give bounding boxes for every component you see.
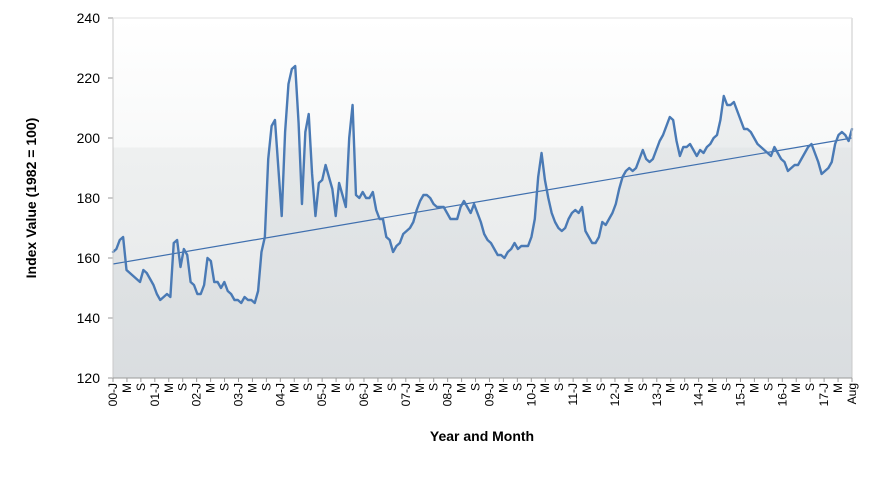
x-tick-label: S	[301, 383, 315, 391]
x-tick-label: M	[496, 383, 510, 393]
y-tick-label: 200	[77, 130, 101, 146]
x-tick-label: 07-J	[399, 383, 413, 406]
x-tick-label: S	[176, 383, 190, 391]
x-tick-label: M	[287, 383, 301, 393]
x-tick-label: 12-J	[608, 383, 622, 406]
x-tick-label: 00-J	[106, 383, 120, 406]
x-tick-label: S	[427, 383, 441, 391]
x-tick-label: M	[622, 383, 636, 393]
trend-line	[112, 137, 853, 265]
series-layer	[111, 64, 854, 378]
x-tick-label: M	[747, 383, 761, 393]
x-axis: 00-J M S 01-J M S 02-J M S 03-J M S 04-J M S 05-J M S 06-J…	[106, 378, 859, 406]
x-tick-label: M	[789, 383, 803, 393]
x-axis-label: Year and Month	[430, 428, 534, 444]
x-tick-label: S	[510, 383, 524, 391]
x-tick-label: 03-J	[231, 383, 245, 406]
x-tick-label: 17-J	[817, 383, 831, 406]
x-tick-label: 02-J	[190, 383, 204, 406]
x-tick-label: 14-J	[692, 383, 706, 406]
x-tick-label: S	[594, 383, 608, 391]
x-tick-label: M	[245, 383, 259, 393]
x-tick-label: M	[831, 383, 845, 393]
x-tick-label: Aug	[845, 383, 859, 404]
x-tick-label: 09-J	[482, 383, 496, 406]
x-tick-label: 11-J	[566, 383, 580, 405]
x-tick-label: 16-J	[775, 383, 789, 406]
x-tick-label: M	[413, 383, 427, 393]
x-tick-label: S	[343, 383, 357, 391]
x-tick-label: M	[664, 383, 678, 393]
x-tick-label: S	[761, 383, 775, 391]
x-tick-label: S	[678, 383, 692, 391]
x-tick-label: M	[204, 383, 218, 393]
y-tick-label: 120	[77, 370, 101, 386]
y-tick-label: 180	[77, 190, 101, 206]
x-tick-label: M	[162, 383, 176, 393]
x-tick-label: M	[329, 383, 343, 393]
x-tick-label: M	[580, 383, 594, 393]
x-tick-label: S	[720, 383, 734, 391]
y-tick-label: 240	[77, 10, 101, 26]
x-tick-label: S	[259, 383, 273, 391]
index-value-line	[111, 64, 854, 305]
x-tick-label: S	[218, 383, 232, 391]
x-tick-label: S	[134, 383, 148, 391]
x-tick-label: 10-J	[524, 383, 538, 406]
x-tick-label: S	[636, 383, 650, 391]
x-tick-label: M	[455, 383, 469, 393]
x-tick-label: 01-J	[148, 383, 162, 406]
x-tick-label: S	[385, 383, 399, 391]
x-tick-label: S	[469, 383, 483, 391]
x-tick-label: 15-J	[733, 383, 747, 406]
y-tick-label: 160	[77, 250, 101, 266]
x-tick-label: S	[552, 383, 566, 391]
y-axis-label: Index Value (1982 = 100)	[23, 118, 39, 279]
x-tick-label: 05-J	[315, 383, 329, 406]
x-tick-label: 13-J	[650, 383, 664, 406]
series-area-fill	[113, 66, 852, 378]
x-tick-label: 04-J	[273, 383, 287, 406]
x-tick-label: M	[371, 383, 385, 393]
x-tick-label: 06-J	[357, 383, 371, 406]
x-tick-label: 08-J	[441, 383, 455, 406]
x-tick-label: M	[120, 383, 134, 393]
y-axis: 120 140 160 180 200 220 240	[77, 10, 113, 386]
x-tick-label: S	[803, 383, 817, 391]
y-tick-label: 140	[77, 310, 101, 326]
x-tick-label: M	[706, 383, 720, 393]
x-tick-label: M	[538, 383, 552, 393]
y-tick-label: 220	[77, 70, 101, 86]
